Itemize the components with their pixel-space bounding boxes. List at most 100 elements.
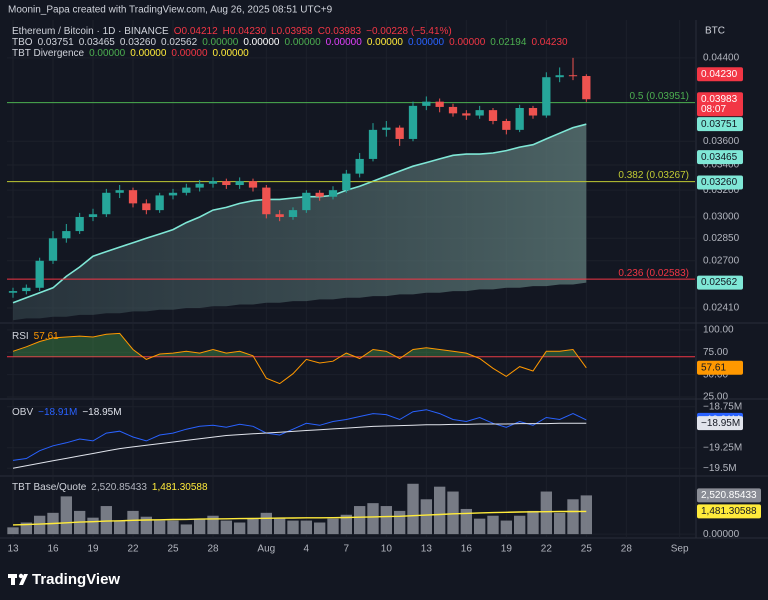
candle-body — [462, 113, 471, 116]
y-tick-label: 0.02410 — [703, 303, 740, 314]
volume-bar — [167, 520, 179, 535]
y-tick-label: 0.03000 — [703, 212, 740, 223]
volume-bar — [487, 515, 499, 535]
volume-bar — [460, 508, 472, 535]
volume-bar — [247, 518, 259, 535]
candle-body — [315, 192, 324, 197]
candle-body — [288, 210, 298, 217]
x-tick-label: 28 — [621, 544, 633, 555]
candle-body — [115, 190, 124, 193]
candle-body — [142, 203, 151, 211]
volume-bar — [500, 520, 512, 535]
pane-legend-value: −18.91M — [38, 407, 77, 418]
volume-bar — [180, 524, 192, 535]
volume-bar — [367, 503, 379, 535]
footer-logo — [8, 573, 28, 585]
legend-value: 0.04230 — [531, 37, 568, 48]
candle-body — [102, 192, 111, 215]
volume-bar — [260, 512, 272, 535]
volume-bar — [380, 506, 392, 535]
candle-body — [22, 287, 31, 292]
volume-bar — [287, 520, 299, 535]
legend-value: 0.00000 — [285, 37, 322, 48]
value-tag: 57.61 — [701, 362, 726, 373]
y-tick-label: 0.03200 — [703, 185, 740, 196]
price-tag: 0.03983 — [701, 94, 738, 105]
price-tag-bg — [697, 67, 743, 82]
volume-bar — [34, 515, 46, 535]
volume-bar — [140, 516, 152, 535]
legend-value: 0.03751 — [38, 37, 75, 48]
candle-body — [222, 181, 231, 186]
volume-bar — [420, 499, 432, 535]
candle-body — [568, 75, 578, 77]
fib-label: 0.5 (0.03951) — [630, 91, 690, 102]
volume-bar — [60, 496, 72, 535]
volume-bar — [114, 520, 126, 535]
legend-value: 0.00000 — [243, 37, 280, 48]
y-tick-label: 75.00 — [703, 347, 728, 358]
volume-bar — [314, 522, 326, 535]
candle-body — [195, 183, 204, 188]
volume-bar — [127, 510, 139, 535]
price-tag: 0.03260 — [701, 177, 738, 188]
legend-ohlc: L0.03958 — [271, 26, 313, 37]
x-tick-label: 19 — [501, 544, 513, 555]
price-tag: 0.04230 — [701, 69, 738, 80]
price-tag-bg — [697, 275, 743, 290]
volume-bar — [194, 518, 206, 535]
volume-bar — [540, 491, 552, 535]
volume-bar — [300, 520, 312, 535]
x-tick-label: 25 — [167, 544, 179, 555]
trend-line — [12, 123, 587, 304]
candle-body — [248, 181, 258, 188]
candle-body — [355, 158, 364, 174]
y-tick-label: 0.02700 — [703, 255, 740, 266]
legend-indicator: TBO 0.03751 0.03465 0.03260 0.02562 0.00000 0.… — [12, 37, 568, 48]
volume-bar — [580, 495, 592, 535]
x-tick-label: 22 — [541, 544, 553, 555]
pane-legend: TBT Base/Quote 2,520.85433 1,481.30588 — [12, 482, 208, 493]
volume-bar — [434, 486, 446, 535]
footer-brand: TradingView — [32, 571, 120, 588]
x-tick-label: 19 — [87, 544, 99, 555]
legend-value: 0.02194 — [490, 37, 527, 48]
volume-bar — [154, 520, 166, 535]
volume-bar — [447, 491, 459, 535]
legend-ohlc: −0.00228 (−5.41%) — [366, 26, 452, 37]
volume-bar — [274, 517, 286, 535]
average-line — [12, 510, 587, 526]
countdown: 08:07 — [701, 104, 726, 115]
x-tick-label: 16 — [47, 544, 59, 555]
price-tag: 0.03465 — [701, 152, 738, 163]
value-tag: 1,481.30588 — [701, 506, 757, 517]
candle-body — [328, 190, 338, 197]
candle-body — [488, 110, 498, 121]
legend-name: TBO — [12, 37, 33, 48]
legend-value: 0.00000 — [202, 37, 239, 48]
volume-bar — [207, 515, 219, 535]
y-tick-label: −19.5M — [703, 463, 737, 474]
legend-value: 0.00000 — [171, 48, 208, 59]
volume-bar — [514, 515, 526, 535]
candle-body — [35, 260, 44, 288]
x-tick-label: 16 — [461, 544, 473, 555]
legend-value: 0.02562 — [161, 37, 198, 48]
candle-body — [128, 190, 138, 204]
volume-bar — [87, 517, 99, 535]
candle-body — [182, 187, 191, 193]
candle-body — [262, 187, 271, 215]
volume-bar — [100, 506, 112, 535]
volume-bar — [474, 518, 486, 535]
candle-body — [48, 238, 58, 261]
y-tick-label: −19.25M — [703, 442, 742, 453]
price-tag-bg — [697, 92, 743, 117]
price-tag: 0.03751 — [701, 119, 738, 130]
volume-bar — [327, 518, 339, 535]
value-tag: −18.95M — [701, 418, 740, 429]
legend-ohlc: H0.04230 — [223, 26, 267, 37]
value-tag-bg — [697, 504, 761, 519]
legend-value: 0.00000 — [449, 37, 486, 48]
legend-ohlc: O0.04212 — [174, 26, 218, 37]
